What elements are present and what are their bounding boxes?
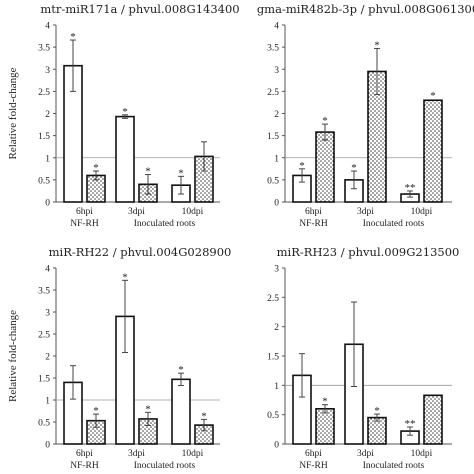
y-tick-label: 1.5 <box>38 132 50 142</box>
bar <box>115 115 135 203</box>
y-tick-label: 3.5 <box>38 287 50 297</box>
chart-title: mtr-miR171a / phvul.008G143400 <box>40 2 239 16</box>
y-tick-label: 0.5 <box>38 419 50 429</box>
y-tick-label: 3 <box>274 66 279 76</box>
chart-panel: miR-RH22 / phvul.004G028900 Relative fold… <box>7 245 231 471</box>
y-tick-label: 1 <box>45 397 50 407</box>
y-tick-label: 2 <box>274 323 279 333</box>
significance-marker: * <box>145 166 151 178</box>
significance-marker: * <box>70 31 76 43</box>
significance-marker: * <box>374 39 380 51</box>
significance-marker: * <box>322 115 328 127</box>
group-label: NF-RH <box>299 219 328 229</box>
group-label: NF-RH <box>70 219 99 229</box>
category-label: 6hpi <box>76 207 93 217</box>
y-tick-label: 2 <box>45 353 50 363</box>
group-label: Inoculated roots <box>363 219 425 229</box>
category-label: 6hpi <box>305 207 322 217</box>
bar <box>315 407 335 445</box>
y-tick-label: 3 <box>45 66 50 76</box>
category-label: 10dpi <box>182 449 204 459</box>
y-tick-label: 0 <box>274 199 279 209</box>
y-tick-label: 3.5 <box>38 44 50 54</box>
y-tick-label: 0.5 <box>267 176 279 186</box>
y-tick-label: 2 <box>274 110 279 120</box>
y-tick-label: 2.5 <box>38 331 50 341</box>
category-label: 3dpi <box>357 449 374 459</box>
chart-panel: gma-miR482b-3p / phvul.008G061300 0 0.5 1 1.… <box>257 2 474 229</box>
significance-marker: * <box>430 90 436 102</box>
significance-marker: * <box>351 162 357 174</box>
category-label: 10dpi <box>411 449 433 459</box>
bar <box>171 378 191 445</box>
y-tick-label: 1 <box>274 382 279 392</box>
y-tick-label: 0.5 <box>38 176 50 186</box>
bar <box>315 131 335 203</box>
y-tick-label: 3.5 <box>267 44 279 54</box>
y-tick-label: 2.5 <box>267 88 279 98</box>
y-tick-label: 1.5 <box>267 132 279 142</box>
significance-marker: ** <box>405 418 416 430</box>
chart-panel: miR-RH23 / phvul.009G213500 0 0.5 1 1.5 2 2.5 3… <box>267 245 459 471</box>
significance-marker: * <box>201 410 207 422</box>
chart-panel: mtr-miR171a / phvul.008G143400 Relative f… <box>7 2 240 229</box>
group-label: Inoculated roots <box>363 461 425 471</box>
category-label: 10dpi <box>411 207 433 217</box>
chart-title: gma-miR482b-3p / phvul.008G061300 <box>257 2 474 16</box>
category-label: 10dpi <box>182 207 204 217</box>
group-label: NF-RH <box>299 461 328 471</box>
y-tick-label: 3 <box>45 309 50 319</box>
chart-title: miR-RH22 / phvul.004G028900 <box>49 245 232 259</box>
y-tick-label: 2.5 <box>38 88 50 98</box>
bar <box>423 394 443 445</box>
significance-marker: * <box>122 271 128 283</box>
y-tick-label: 3 <box>274 265 279 275</box>
group-label: Inoculated roots <box>134 461 196 471</box>
significance-marker: * <box>178 167 184 179</box>
significance-marker: ** <box>405 182 416 194</box>
y-tick-label: 0 <box>45 199 50 209</box>
category-label: 3dpi <box>357 207 374 217</box>
significance-marker: * <box>178 364 184 376</box>
y-tick-label: 4 <box>45 265 50 275</box>
significance-marker: * <box>374 405 380 417</box>
y-tick-label: 0.5 <box>267 411 279 421</box>
y-tick-label: 0 <box>274 441 279 451</box>
chart-title: miR-RH23 / phvul.009G213500 <box>277 245 460 259</box>
y-tick-label: 0 <box>45 441 50 451</box>
y-tick-label: 1.5 <box>38 375 50 385</box>
category-label: 3dpi <box>128 449 145 459</box>
y-axis-label: Relative fold-change <box>7 67 19 159</box>
y-axis-label: Relative fold-change <box>7 310 19 402</box>
group-label: Inoculated roots <box>134 219 196 229</box>
group-label: NF-RH <box>70 461 99 471</box>
y-tick-label: 2.5 <box>267 294 279 304</box>
significance-marker: * <box>145 403 151 415</box>
y-tick-label: 4 <box>45 22 50 32</box>
category-label: 6hpi <box>305 449 322 459</box>
bar <box>423 99 443 203</box>
y-tick-label: 2 <box>45 110 50 120</box>
significance-marker: * <box>122 106 128 118</box>
significance-marker: * <box>299 160 305 172</box>
y-tick-label: 1 <box>45 154 50 164</box>
significance-marker: * <box>93 162 99 174</box>
category-label: 3dpi <box>128 207 145 217</box>
significance-marker: * <box>93 405 99 417</box>
significance-marker: * <box>322 396 328 408</box>
y-tick-label: 4 <box>274 22 279 32</box>
y-tick-label: 1 <box>274 154 279 164</box>
y-tick-label: 1.5 <box>267 353 279 363</box>
category-label: 6hpi <box>76 449 93 459</box>
